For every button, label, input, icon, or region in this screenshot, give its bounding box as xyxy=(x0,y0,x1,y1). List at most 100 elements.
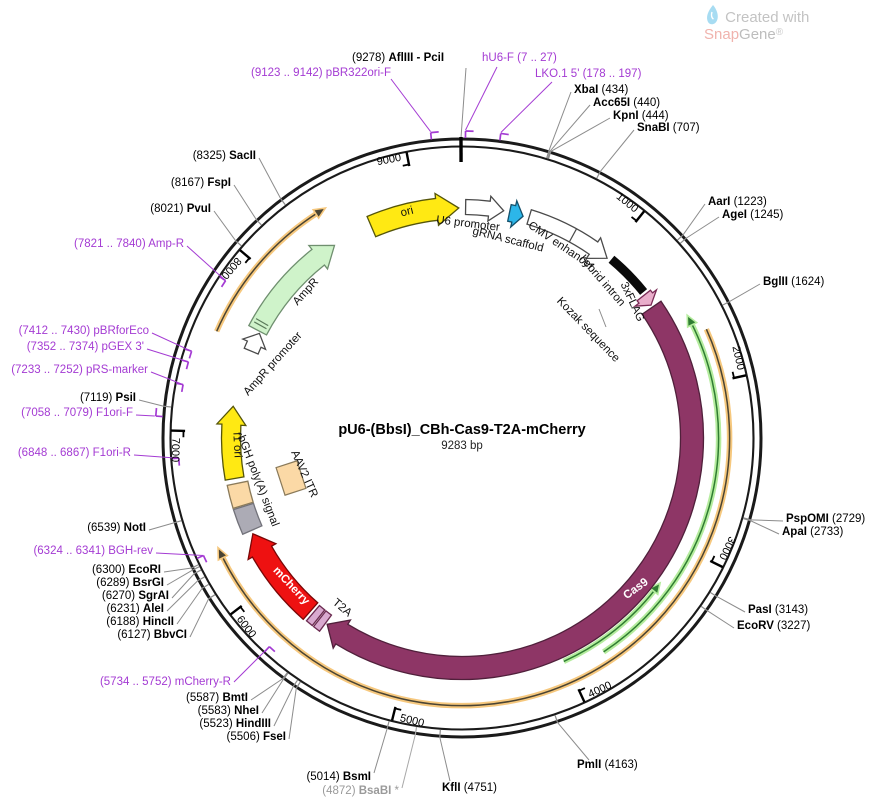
primer-mark-stem[interactable] xyxy=(155,415,163,418)
primer-label-hu6-f[interactable]: hU6-F (7 .. 27) xyxy=(482,52,557,65)
enzyme-label-ecori[interactable]: (6300) EcoRI xyxy=(92,564,161,577)
bgh-polya-signal-feature[interactable] xyxy=(232,502,263,536)
enzyme-label-hindiii[interactable]: (5523) HindIII xyxy=(199,718,271,731)
enzyme-label-pmli[interactable]: PmlI (4163) xyxy=(577,759,638,772)
enzyme-label-agei[interactable]: AgeI (1245) xyxy=(722,209,783,222)
site-label-pre: (5587) xyxy=(186,692,223,704)
site-label-name: SgrAI xyxy=(138,590,169,602)
f1-ori-label: f1 ori xyxy=(230,431,244,459)
primer-mark-stem[interactable] xyxy=(263,646,270,653)
enzyme-label-sacii[interactable]: (8325) SacII xyxy=(193,150,256,163)
t2a-seg1-feature[interactable] xyxy=(312,609,333,633)
site-label-name: BbvCI xyxy=(153,629,187,641)
primer-mark-foot[interactable] xyxy=(268,646,276,653)
primer-mark-foot[interactable] xyxy=(188,350,193,359)
primer-label-pbrforeco[interactable]: (7412 .. 7430) pBRforEco xyxy=(19,325,149,338)
primer-label-pbr322ori-f[interactable]: (9123 .. 9142) pBR322ori-F xyxy=(251,67,391,80)
enzyme-label-sgrai[interactable]: (6270) SgrAI xyxy=(102,590,169,603)
enzyme-label-bsmi[interactable]: (5014) BsmI xyxy=(306,771,371,784)
enzyme-label-nhei[interactable]: (5583) NheI xyxy=(198,705,259,718)
enzyme-label-fspi[interactable]: (8167) FspI xyxy=(171,177,231,190)
primer-label-pgex-3-[interactable]: (7352 .. 7374) pGEX 3' xyxy=(27,341,144,354)
primer-mark-stem[interactable] xyxy=(176,382,184,386)
primer-label-bgh-rev[interactable]: (6324 .. 6341) BGH-rev xyxy=(33,545,153,558)
enzyme-label-pasi[interactable]: PasI (3143) xyxy=(748,604,808,617)
primer-label-f1ori-r[interactable]: (6848 .. 6867) F1ori-R xyxy=(18,447,131,460)
site-label-pre: (6188) xyxy=(106,616,143,628)
enzyme-label-bsrgi[interactable]: (6289) BsrGI xyxy=(96,577,164,590)
mcherry-feature[interactable] xyxy=(247,532,319,621)
site-label-pre: (7821 .. 7840) xyxy=(74,238,149,250)
primer-mark-foot[interactable] xyxy=(177,458,181,466)
enzyme-label-bglii[interactable]: BglII (1624) xyxy=(763,276,824,289)
enzyme-label-noti[interactable]: (6539) NotI xyxy=(87,522,146,535)
primer-mark-stem[interactable] xyxy=(181,359,189,363)
enzyme-label-pspomi[interactable]: PspOMI (2729) xyxy=(786,513,865,526)
enzyme-label-acc65i[interactable]: Acc65I (440) xyxy=(593,97,660,110)
site-ring-tick xyxy=(191,566,200,571)
primer-label-mcherry-r[interactable]: (5734 .. 5752) mCherry-R xyxy=(100,676,231,689)
site-label-post: (3227) xyxy=(773,620,811,632)
site-label-name: hU6-F xyxy=(482,52,514,64)
primer-label-lko-1-5-[interactable]: LKO.1 5' (178 .. 197) xyxy=(535,68,641,81)
enzyme-label-fsei[interactable]: (5506) FseI xyxy=(227,731,286,744)
agei-leader-line xyxy=(685,216,720,239)
site-label-name: XbaI xyxy=(574,84,599,96)
enzyme-label-snabi[interactable]: SnaBI (707) xyxy=(637,122,700,135)
enzyme-label-pvui[interactable]: (8021) PvuI xyxy=(150,203,211,216)
site-label-name: FseI xyxy=(262,731,286,743)
primer-mark-foot[interactable] xyxy=(154,407,158,417)
primer-mark-stem[interactable] xyxy=(499,133,502,141)
enzyme-label-bbvci[interactable]: (6127) BbvCI xyxy=(117,629,187,642)
f1-ori-feature[interactable] xyxy=(215,405,248,481)
site-ring-tick xyxy=(282,672,289,680)
enzyme-label-kpni[interactable]: KpnI (444) xyxy=(613,110,669,123)
primer-mark-foot[interactable] xyxy=(185,361,190,370)
enzyme-label-afliii-pcii[interactable]: (9278) AflIII - PciI xyxy=(352,52,444,65)
primer-mark-stem[interactable] xyxy=(196,554,204,560)
enzyme-label-bsabi[interactable]: (4872) BsaBI * xyxy=(322,785,399,798)
3xflag-feature[interactable] xyxy=(632,287,658,307)
ampr-feature[interactable] xyxy=(247,244,336,336)
pgex-3--leader-line xyxy=(146,348,189,363)
enzyme-label-psii[interactable]: (7119) PsiI xyxy=(80,392,136,405)
site-label-name: BsaBI xyxy=(358,785,392,797)
primer-mark-foot[interactable] xyxy=(202,555,208,563)
primer-mark-foot[interactable] xyxy=(180,384,184,393)
bgh-polya-peach-feature[interactable] xyxy=(226,480,254,510)
t2a-seg2-feature[interactable] xyxy=(305,604,326,627)
site-label-pre: (6848 .. 6867) xyxy=(17,447,93,459)
site-ring-tick xyxy=(173,520,182,524)
cas9-feature[interactable] xyxy=(326,300,705,681)
primer-mark-stem[interactable] xyxy=(184,348,192,353)
primer-label-prs-marker[interactable]: (7233 .. 7252) pRS-marker xyxy=(11,364,148,377)
enzyme-label-bmti[interactable]: (5587) BmtI xyxy=(186,692,248,705)
site-label-pre: (7352 .. 7374) xyxy=(26,341,102,353)
enzyme-label-aari[interactable]: AarI (1223) xyxy=(708,196,767,209)
enzyme-label-ecorv[interactable]: EcoRV (3227) xyxy=(737,620,810,633)
u6-promoter-feature[interactable] xyxy=(464,194,505,223)
primer-label-amp-r[interactable]: (7821 .. 7840) Amp-R xyxy=(74,238,184,251)
enzyme-label-hincii[interactable]: (6188) HincII xyxy=(106,616,174,629)
enzyme-label-xbai[interactable]: XbaI (434) xyxy=(574,84,628,97)
enzyme-label-kfli[interactable]: KflI (4751) xyxy=(442,782,497,795)
scale-tick-label: 7000 xyxy=(168,437,182,463)
ampr-promoter-feature[interactable] xyxy=(241,332,267,355)
site-ring-tick xyxy=(439,729,441,738)
primer-mark-foot[interactable] xyxy=(500,132,509,136)
aav2-itr-box[interactable] xyxy=(275,460,307,496)
site-ring-tick xyxy=(197,576,205,582)
primer-mark-foot[interactable] xyxy=(220,280,227,288)
enzyme-label-alei[interactable]: (6231) AleI xyxy=(106,603,164,616)
site-ring-tick xyxy=(596,170,601,179)
primer-mark-stem[interactable] xyxy=(429,132,433,140)
grna-scaffold-feature[interactable] xyxy=(506,198,524,229)
hybrid-intron-feature[interactable] xyxy=(608,255,648,295)
site-ring-tick xyxy=(190,564,199,569)
primer-label-f1ori-f[interactable]: (7058 .. 7079) F1ori-F xyxy=(21,407,133,420)
ori-feature[interactable] xyxy=(366,192,460,238)
primer-mark-stem[interactable] xyxy=(219,276,227,282)
enzyme-label-apai[interactable]: ApaI (2733) xyxy=(782,526,843,539)
cmv-enhancer-cbh-feature[interactable] xyxy=(526,208,608,260)
primer-mark-foot[interactable] xyxy=(430,131,439,134)
